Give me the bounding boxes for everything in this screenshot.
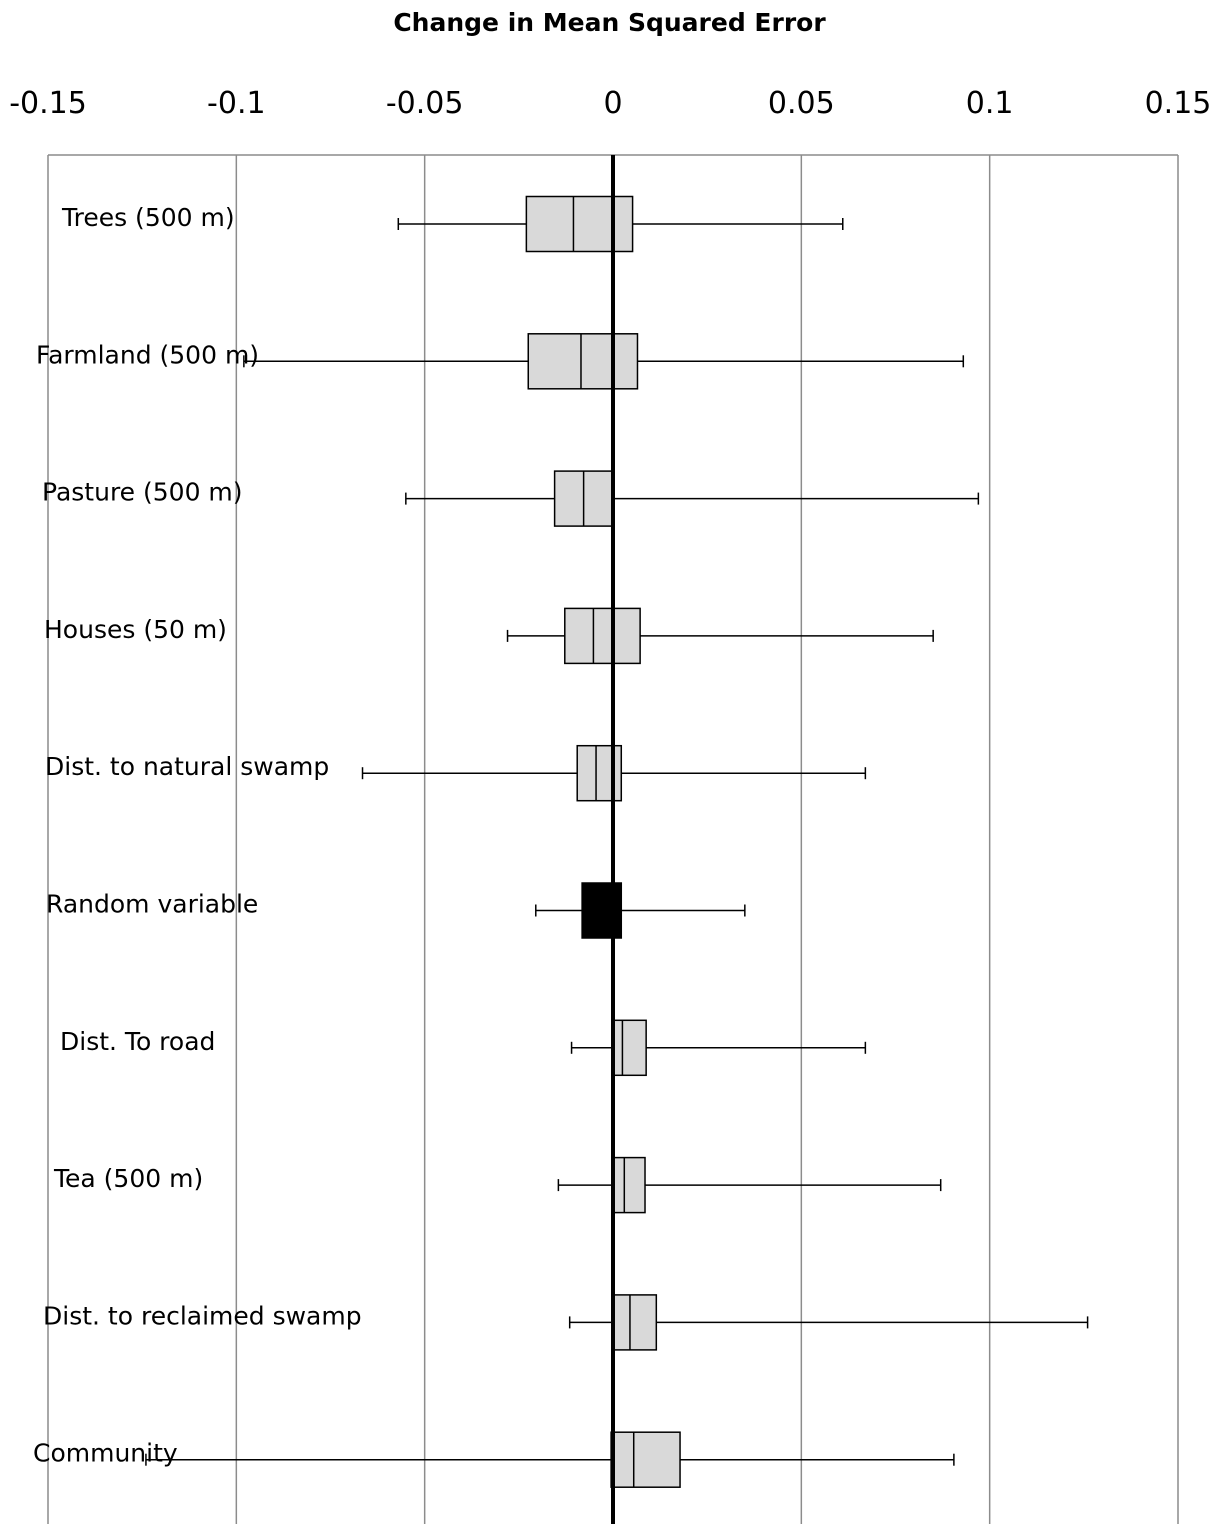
x-tick-label: 0 bbox=[603, 86, 622, 121]
chart-title: Change in Mean Squared Error bbox=[393, 8, 826, 37]
iqr-box bbox=[613, 1156, 646, 1214]
category-label: Tea (500 m) bbox=[53, 1164, 203, 1193]
iqr-box bbox=[612, 1294, 658, 1351]
box-5 bbox=[535, 882, 746, 939]
iqr-box bbox=[610, 1431, 681, 1488]
category-label: Dist. To road bbox=[60, 1027, 215, 1056]
box-7 bbox=[557, 1156, 942, 1214]
category-label: Farmland (500 m) bbox=[36, 340, 259, 369]
x-tick-label: 0.05 bbox=[768, 86, 835, 121]
box-0 bbox=[397, 195, 844, 253]
category-label: Houses (50 m) bbox=[44, 615, 227, 644]
category-label: Random variable bbox=[46, 890, 258, 919]
category-label: Dist. to reclaimed swamp bbox=[43, 1301, 362, 1330]
gridlines bbox=[47, 154, 1179, 1524]
x-tick-label: -0.05 bbox=[386, 86, 464, 121]
iqr-box bbox=[564, 607, 641, 665]
x-tick-label: 0.15 bbox=[1145, 86, 1212, 121]
category-label: Trees (500 m) bbox=[61, 203, 235, 232]
category-label: Community bbox=[33, 1439, 178, 1468]
iqr-box bbox=[581, 882, 623, 939]
x-tick-label: -0.1 bbox=[207, 86, 266, 121]
iqr-box bbox=[525, 195, 634, 253]
category-label: Dist. to natural swamp bbox=[45, 752, 329, 781]
x-tick-label: 0.1 bbox=[966, 86, 1014, 121]
iqr-box bbox=[613, 1019, 647, 1077]
x-tick-label: -0.15 bbox=[9, 86, 87, 121]
box-6 bbox=[570, 1019, 867, 1077]
boxes bbox=[145, 195, 1089, 1488]
box-1 bbox=[243, 333, 965, 390]
category-label: Pasture (500 m) bbox=[42, 478, 243, 507]
box-8 bbox=[568, 1294, 1089, 1351]
x-axis-tick-labels: -0.15 -0.1 -0.05 0 0.05 0.1 0.15 bbox=[9, 86, 1211, 121]
box-9 bbox=[145, 1431, 955, 1488]
box-2 bbox=[405, 470, 980, 527]
box-3 bbox=[506, 607, 934, 665]
category-labels: Trees (500 m) Farmland (500 m) Pasture (50… bbox=[33, 203, 362, 1468]
iqr-box bbox=[527, 333, 639, 390]
